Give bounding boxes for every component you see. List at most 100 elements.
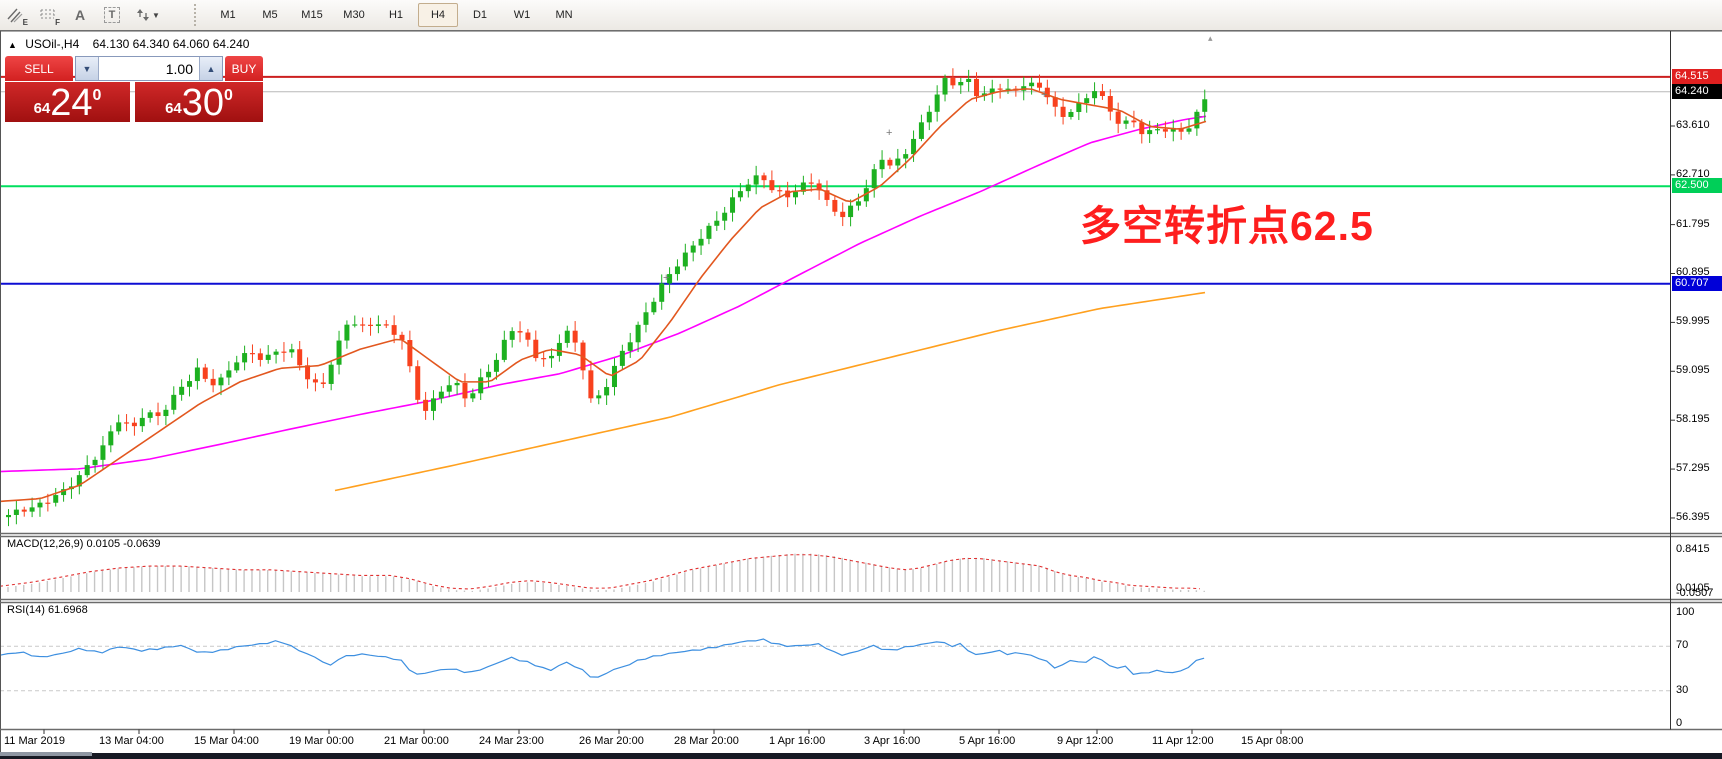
candle-body [895, 158, 901, 166]
object-anchor-icon: + [1041, 89, 1048, 101]
fibonacci-tool-icon[interactable]: F [35, 3, 61, 27]
candle-body [753, 175, 759, 185]
time-axis-label: 1 Apr 16:00 [769, 735, 826, 747]
time-axis-label: 15 Apr 08:00 [1241, 735, 1304, 747]
candle-body [1052, 97, 1058, 107]
text-box-tool-icon[interactable]: T [99, 3, 125, 27]
time-axis-label: 21 Mar 00:00 [384, 735, 449, 747]
candle-body [942, 78, 948, 95]
candle-body [257, 353, 263, 360]
candle-body [667, 274, 673, 284]
candle-body [273, 351, 279, 355]
candle-body [541, 358, 547, 360]
candle-body [934, 94, 940, 112]
candle-body [769, 180, 775, 191]
candle-body [1147, 130, 1153, 135]
candle-body [509, 331, 515, 340]
candle-body [1084, 98, 1090, 104]
sell-price-sup: 0 [92, 87, 102, 104]
fibonacci-tool-glyph [40, 9, 55, 19]
tf-button-M1[interactable]: M1 [220, 9, 236, 21]
candle-body [226, 370, 232, 378]
tf-button-W1[interactable]: W1 [513, 9, 531, 21]
candle-body [958, 81, 964, 86]
macd-signal-line [0, 554, 1201, 590]
volume-decrease-button[interactable]: ▼ [76, 57, 99, 80]
candle-body [84, 465, 90, 476]
candle-body [745, 184, 751, 192]
sell-price-tile[interactable]: 64 24 0 [5, 82, 130, 122]
buy-price-prefix: 64 [165, 100, 182, 117]
candle-body [1194, 111, 1200, 129]
candle-body [706, 225, 712, 239]
tf-button-H4[interactable]: H4 [418, 3, 458, 27]
price-line-badge: 62.500 [1672, 178, 1722, 194]
candle-body [635, 324, 641, 343]
candle-body [549, 355, 555, 359]
candle-body [423, 399, 429, 411]
candle-body [297, 349, 303, 366]
collapse-panel-icon[interactable]: ▲ [8, 40, 17, 50]
candle-body [383, 324, 389, 326]
tf-button-M15[interactable]: M15 [301, 9, 323, 21]
rsi-axis-label: 70 [1676, 639, 1689, 652]
candle-body [202, 367, 208, 379]
one-click-trading-panel: SELL ▼ ▲ BUY 64 24 0 64 30 0 [5, 56, 263, 122]
candle-body [116, 422, 122, 432]
price-line-badge: 60.707 [1672, 275, 1722, 291]
candle-body [438, 391, 444, 399]
candle-body [1076, 103, 1082, 112]
candle-body [501, 339, 507, 360]
buy-button[interactable]: BUY [225, 56, 263, 81]
buy-price-tile[interactable]: 64 30 0 [135, 82, 263, 122]
candle-body [486, 371, 492, 378]
candle-body [478, 377, 484, 394]
time-axis-label: 5 Apr 16:00 [959, 735, 1016, 747]
tf-button-MN[interactable]: MN [555, 9, 573, 21]
toolbar-grip[interactable] [192, 4, 198, 26]
candle-body [139, 417, 145, 427]
text-label-tool-icon[interactable]: A [67, 3, 93, 27]
price-axis-tick: 62.710 [1676, 167, 1710, 180]
rsi-axis-label: 30 [1676, 683, 1689, 696]
tf-button-M5[interactable]: M5 [262, 9, 278, 21]
candle-body [210, 378, 216, 386]
chart-shift-marker-icon[interactable]: ▴ [1208, 33, 1213, 43]
channels-tool-sub: E [22, 18, 28, 27]
candle-body [92, 459, 98, 466]
price-axis-tick: 59.995 [1676, 315, 1710, 328]
candle-body [517, 331, 523, 333]
price-axis-tick: 60.895 [1676, 266, 1710, 279]
candle-body [1178, 127, 1184, 132]
candle-body [1099, 91, 1105, 97]
sell-button[interactable]: SELL [5, 56, 73, 81]
candle-body [556, 342, 562, 356]
channels-tool-icon[interactable]: E [3, 3, 29, 27]
buy-price-big: 30 [181, 81, 225, 124]
candle-body [879, 159, 885, 170]
arrows-tool-icon[interactable]: ▼ [131, 3, 165, 27]
tf-button-D1[interactable]: D1 [472, 9, 488, 21]
candle-body [903, 154, 909, 159]
tf-button-M30[interactable]: M30 [343, 9, 365, 21]
timeframe-button-row: M1 M5 M15 M30 H1 H4 D1 W1 MN [208, 3, 584, 27]
candle-body [171, 394, 177, 410]
candle-body [147, 412, 153, 418]
fibonacci-tool-sub: F [55, 18, 60, 27]
chart-title: ▲ USOil-,H4 64.130 64.340 64.060 64.240 [8, 37, 249, 51]
volume-input[interactable] [99, 57, 199, 80]
candle-body [194, 367, 200, 382]
object-anchor-icon: + [663, 272, 670, 284]
candle-body [100, 445, 106, 460]
tf-button-H1[interactable]: H1 [388, 9, 404, 21]
candle-body [800, 182, 806, 192]
candle-body [108, 431, 114, 446]
text-label-glyph: A [74, 7, 86, 23]
candle-body [37, 502, 43, 508]
volume-increase-button[interactable]: ▲ [199, 57, 222, 80]
candle-body [596, 395, 602, 399]
candle-body [714, 220, 720, 226]
candle-body [336, 340, 342, 365]
rsi-indicator-label: RSI(14) 61.6968 [7, 604, 88, 616]
candle-body [1123, 120, 1129, 124]
